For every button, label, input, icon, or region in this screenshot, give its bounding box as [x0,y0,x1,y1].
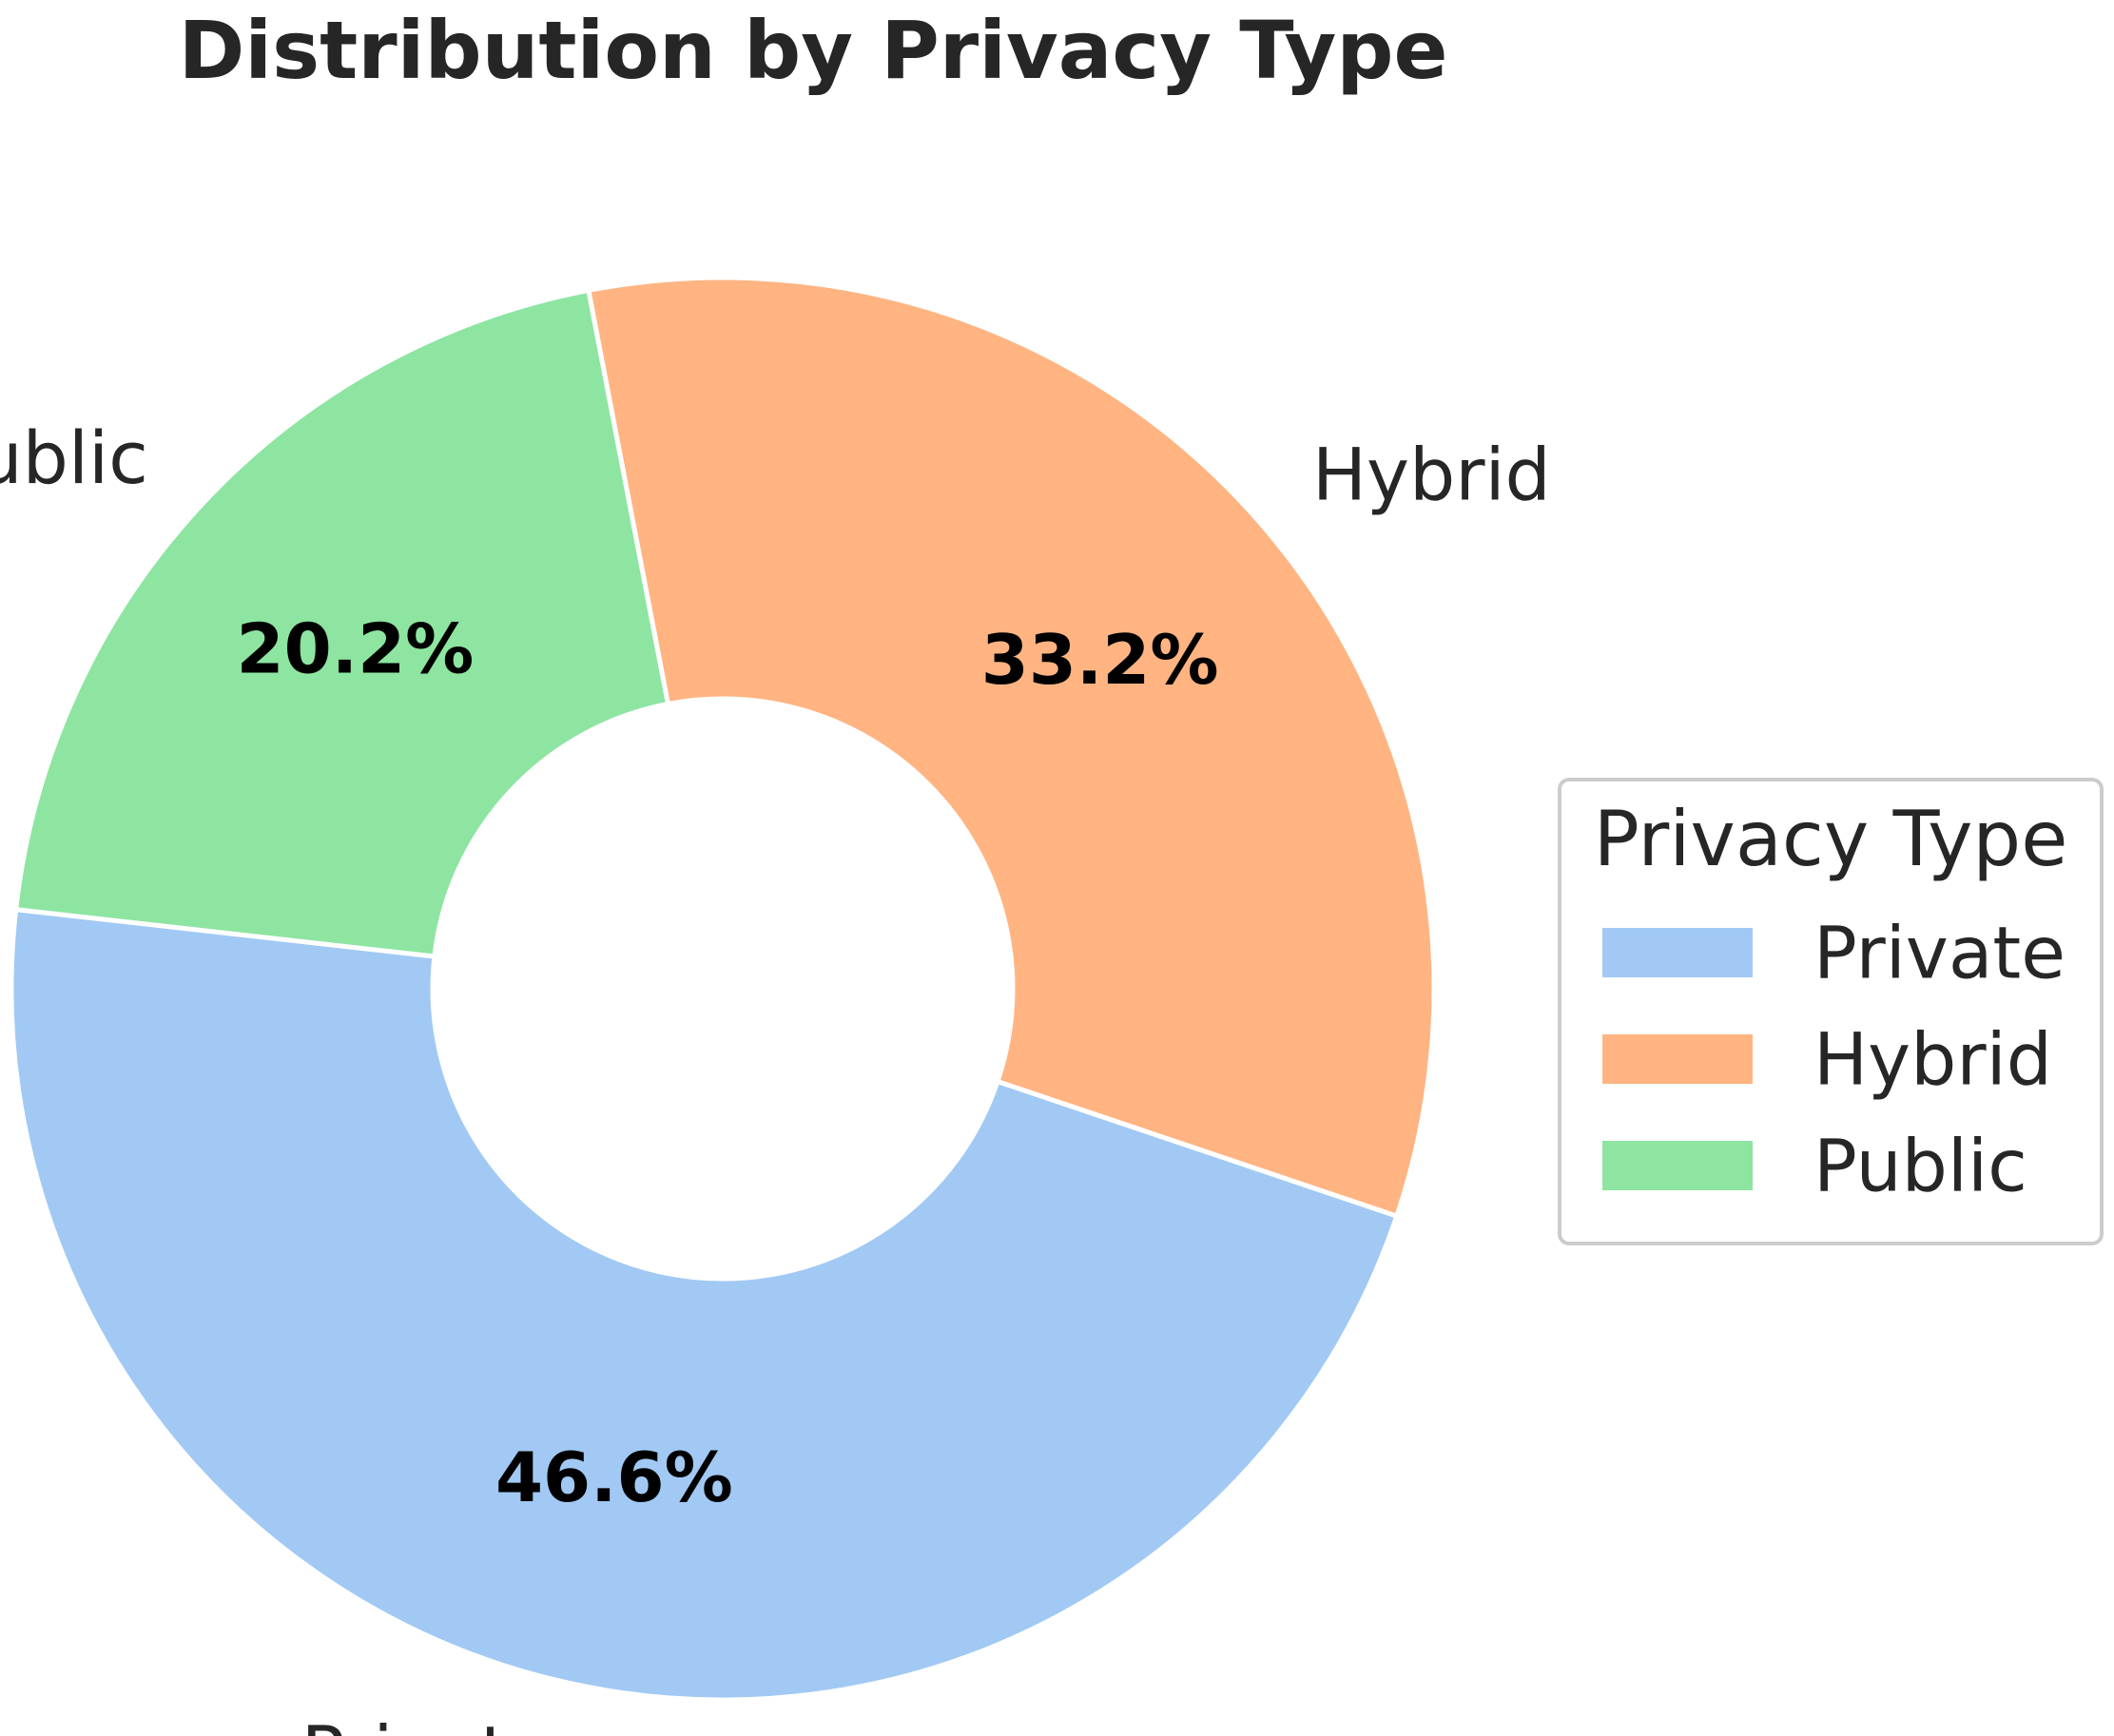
legend-swatch-public [1602,1141,1753,1190]
slice-label-hybrid: Hybrid [1312,432,1551,516]
legend-swatch-private [1602,928,1753,977]
slice-labels: Private Hybrid Public [0,415,1551,1736]
slice-label-private: Private [301,1710,553,1736]
percent-label-public: 20.2% [237,609,475,689]
percent-labels: 46.6% 33.2% 20.2% [237,609,1219,1517]
legend-label-public: Public [1813,1124,2027,1208]
slice-private [9,906,1400,1703]
percent-label-private: 46.6% [495,1437,733,1517]
percent-label-hybrid: 33.2% [981,620,1219,700]
donut-slices [9,275,1437,1703]
slice-hybrid [585,275,1437,1220]
legend-items: Private Hybrid Public [1602,911,2066,1208]
legend: Privacy Type Private Hybrid Public [1558,778,2104,1245]
legend-frame [1558,778,2104,1245]
legend-label-private: Private [1813,911,2066,995]
slice-label-public: Public [0,415,148,500]
legend-label-hybrid: Hybrid [1813,1017,2052,1102]
chart-title: Distribution by Privacy Type [179,4,1448,97]
slice-public [12,287,671,959]
legend-swatch-hybrid [1602,1034,1753,1084]
legend-title: Privacy Type [1594,795,2068,883]
